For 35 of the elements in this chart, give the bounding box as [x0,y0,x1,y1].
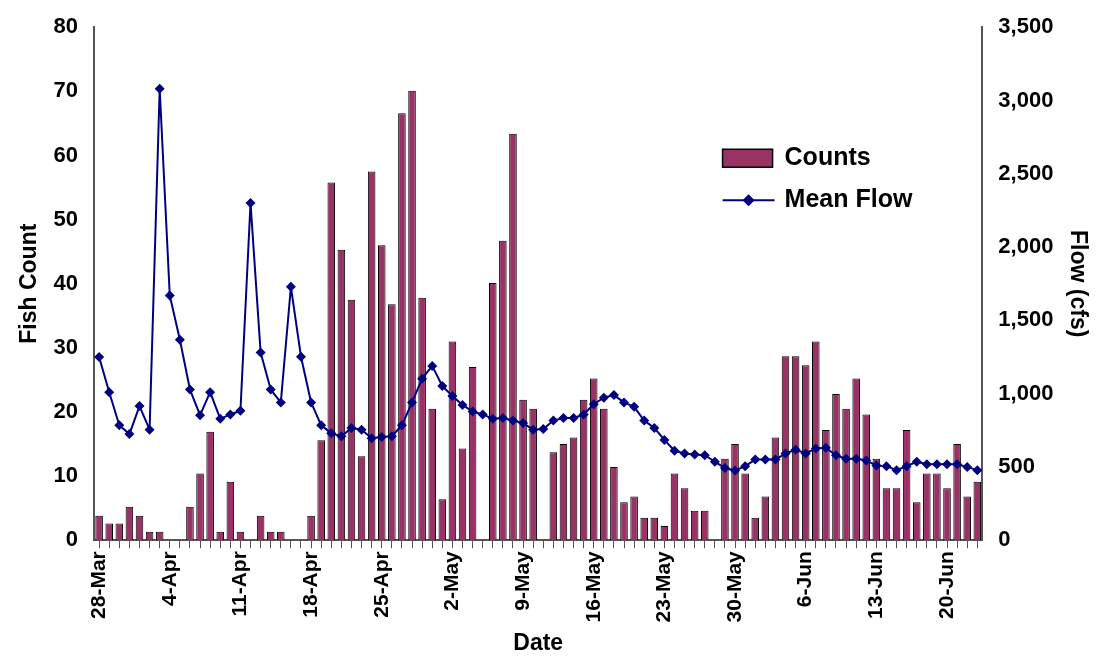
x-axis-title: Date [513,628,564,655]
y-tick-label: 40 [53,269,79,295]
x-tick-label: 11-Apr [227,551,251,617]
x-tick-label: 16-May [580,550,604,623]
x-tick-label: 30-May [721,550,745,623]
x-tick-label: 2-May [439,550,463,611]
y-tick-label: 20 [53,398,79,424]
y-tick-label: 80 [53,13,79,39]
y2-tick-label: 500 [998,452,1036,478]
y2-tick-label: 3,500 [998,13,1054,39]
x-tick-label: 23-May [651,550,675,623]
y2-tick-label: 1,000 [998,379,1054,405]
legend-label: Mean Flow [784,184,913,213]
x-tick-label: 9-May [509,550,533,611]
y2-axis-title: Flow (cfs) [1065,230,1092,338]
y-tick-label: 10 [53,462,79,488]
y-tick-label: 50 [53,205,79,231]
y2-tick-label: 2,000 [998,233,1054,259]
y2-tick-label: 2,500 [998,159,1054,185]
x-tick-label: 4-Apr [156,551,180,607]
y-tick-label: 0 [65,526,79,552]
y2-tick-label: 3,000 [998,86,1054,112]
y2-tick-label: 0 [998,526,1011,552]
x-tick-label: 25-Apr [368,551,392,618]
x-tick-label: 6-Jun [792,551,816,608]
y2-tick-label: 1,500 [998,306,1054,332]
x-tick-label: 28-Mar [85,551,109,619]
x-tick-label: 13-Jun [863,551,887,619]
legend-label: Counts [784,142,871,171]
y-tick-label: 60 [53,141,79,167]
x-tick-label: 20-Jun [933,551,957,619]
y-tick-label: 30 [53,333,79,359]
x-tick-label: 18-Apr [297,551,321,618]
y-tick-label: 70 [53,77,79,103]
y-axis-title: Fish Count [15,223,42,344]
